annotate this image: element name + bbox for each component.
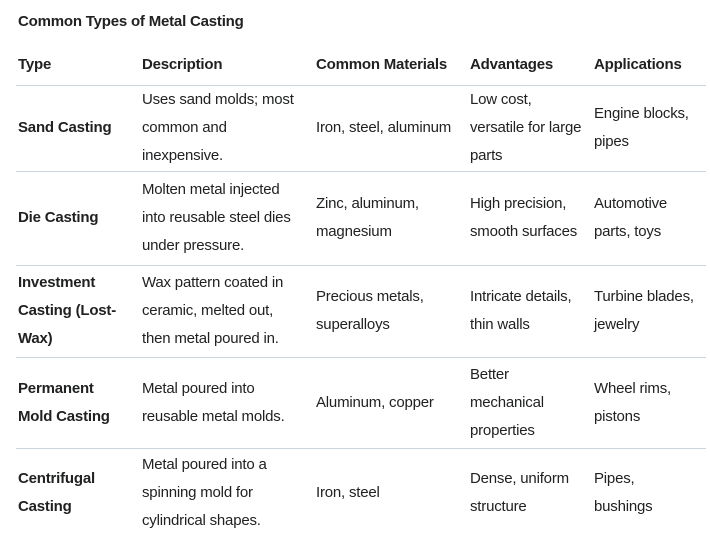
metal-casting-table: Type Description Common Materials Advant… <box>16 45 706 538</box>
table-row-sand-casting: Sand Casting Uses sand molds; most commo… <box>16 85 706 171</box>
cell-materials: Iron, steel <box>316 484 380 502</box>
cell-type: Die Casting <box>18 209 99 226</box>
table-row-permanent-mold-casting: Permanent Mold Casting Metal poured into… <box>16 357 706 448</box>
cell-materials: Zinc, aluminum, magnesium <box>316 195 419 240</box>
column-header-common-materials: Common Materials <box>316 55 447 73</box>
cell-applications: Automotive parts, toys <box>594 195 668 240</box>
cell-description: Metal poured into reusable metal molds. <box>142 379 285 425</box>
cell-materials: Iron, steel, aluminum <box>316 119 452 136</box>
table-row-die-casting: Die Casting Molten metal injected into r… <box>16 171 706 265</box>
cell-description: Uses sand molds; most common and inexpen… <box>142 91 294 164</box>
table-row-centrifugal-casting: Centrifugal Casting Metal poured into a … <box>16 448 706 538</box>
cell-type: Permanent Mold Casting <box>18 379 110 425</box>
column-header-advantages: Advantages <box>470 55 554 73</box>
table-row-investment-casting: Investment Casting (Lost- Wax) Wax patte… <box>16 265 706 357</box>
cell-advantages: Intricate details, thin walls <box>470 288 572 333</box>
page-container: Common Types of Metal Casting Type Descr… <box>16 13 706 538</box>
cell-type: Investment Casting (Lost- Wax) <box>18 274 117 347</box>
cell-applications: Turbine blades, jewelry <box>594 288 694 333</box>
cell-description: Wax pattern coated in ceramic, melted ou… <box>142 274 284 347</box>
cell-advantages: Low cost, versatile for large parts <box>470 91 582 164</box>
cell-advantages: High precision, smooth surfaces <box>470 195 578 240</box>
cell-description: Molten metal injected into reusable stee… <box>142 181 291 254</box>
column-header-applications: Applications <box>594 55 682 73</box>
cell-description: Metal poured into a spinning mold for cy… <box>142 456 267 530</box>
cell-advantages: Better mechanical properties <box>470 365 544 439</box>
table-title: Common Types of Metal Casting <box>18 13 244 30</box>
cell-applications: Pipes, bushings <box>594 470 653 516</box>
cell-type: Centrifugal Casting <box>18 470 95 516</box>
column-header-type: Type <box>18 55 52 73</box>
cell-advantages: Dense, uniform structure <box>470 470 569 516</box>
cell-type: Sand Casting <box>18 119 112 136</box>
header-row: Type Description Common Materials Advant… <box>16 45 706 85</box>
cell-materials: Precious metals, superalloys <box>316 288 424 333</box>
cell-applications: Wheel rims, pistons <box>594 379 671 425</box>
column-header-description: Description <box>142 55 223 73</box>
cell-materials: Aluminum, copper <box>316 393 434 411</box>
cell-applications: Engine blocks, pipes <box>594 105 689 150</box>
